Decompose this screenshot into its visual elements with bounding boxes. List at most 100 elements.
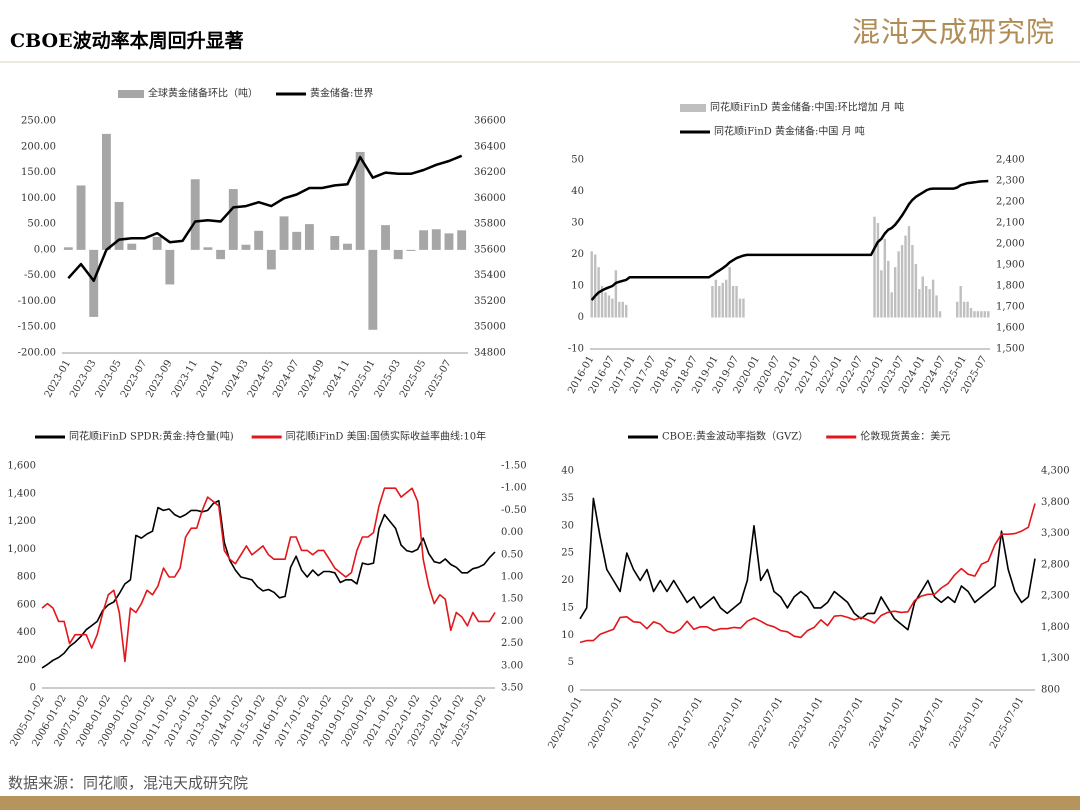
y-tick-label: -10 xyxy=(568,344,584,355)
bar xyxy=(738,298,742,318)
y-tick-label: 25 xyxy=(561,548,574,559)
y2-tick-label: 0.00 xyxy=(501,527,523,538)
y2-tick-label: 36000 xyxy=(474,193,506,204)
bar xyxy=(880,270,883,318)
y2-tick-label: 36400 xyxy=(474,141,506,152)
legend-label: CBOE:黄金波动率指数（GVZ） xyxy=(662,430,808,443)
bar xyxy=(873,216,876,318)
bar xyxy=(728,267,731,318)
bar xyxy=(254,230,264,250)
bar xyxy=(887,260,890,318)
bar xyxy=(368,249,378,330)
bar xyxy=(976,311,980,318)
y-tick-label: 1,200 xyxy=(7,516,36,527)
bar xyxy=(63,247,73,250)
y-tick-label: 0 xyxy=(568,685,574,696)
bar xyxy=(911,245,914,318)
bar xyxy=(956,301,959,318)
bar xyxy=(76,185,86,250)
bar xyxy=(918,289,921,318)
page-title: CBOE波动率本周回升显著 xyxy=(10,29,244,52)
x-tick-label: 2021-01-01 xyxy=(627,695,665,750)
logo: 混沌天成研究院 xyxy=(852,16,1055,49)
legend-label: 同花顺iFinD 美国:国债实际收益率曲线:10年 xyxy=(286,430,486,443)
legend-label: 全球黄金储备环比（吨） xyxy=(148,87,258,100)
bar xyxy=(735,286,738,318)
y-tick-label: 1,000 xyxy=(7,544,36,555)
y2-tick-label: 1,900 xyxy=(996,260,1025,271)
series-line xyxy=(579,497,1036,631)
y2-tick-label: 1,500 xyxy=(996,344,1025,355)
bar xyxy=(925,286,928,318)
bar xyxy=(618,301,621,318)
bar xyxy=(101,133,111,250)
bar xyxy=(621,301,624,318)
y-tick-label: 5 xyxy=(568,657,574,668)
bar xyxy=(593,254,597,318)
bar xyxy=(928,289,931,318)
bar xyxy=(152,237,162,250)
y2-tick-label: 4,300 xyxy=(1041,466,1070,477)
bar xyxy=(721,282,724,318)
bar xyxy=(931,279,935,318)
x-tick-label: 2020-07-01 xyxy=(587,695,625,750)
bar xyxy=(607,295,611,318)
y2-tick-label: 2,100 xyxy=(996,218,1025,229)
y2-tick-label: -1.00 xyxy=(501,483,527,494)
bar xyxy=(355,151,365,250)
bar xyxy=(431,229,441,250)
y-tick-label: -100.00 xyxy=(18,296,56,307)
y2-tick-label: 1.00 xyxy=(501,572,523,583)
x-tick-label: 2025-07 xyxy=(423,358,453,399)
legend-label: 同花顺iFinD 黄金储备:中国 月 吨 xyxy=(714,125,865,138)
y2-tick-label: 34800 xyxy=(474,348,506,359)
bar xyxy=(973,311,976,318)
bar xyxy=(711,286,714,318)
bar xyxy=(983,311,987,318)
bar xyxy=(241,244,251,250)
y-tick-label: 0 xyxy=(30,683,36,694)
bar xyxy=(604,292,607,318)
y-tick-label: -150.00 xyxy=(18,322,56,333)
bar xyxy=(907,226,911,318)
x-tick-label: 2024-07-01 xyxy=(908,695,946,750)
y-tick-label: 40 xyxy=(571,186,584,197)
y-tick-label: 20 xyxy=(561,575,574,586)
x-tick-label: 2022-01-01 xyxy=(707,695,745,750)
y2-tick-label: 1.50 xyxy=(501,594,523,605)
y-tick-label: 50.00 xyxy=(27,219,56,230)
bar xyxy=(935,295,938,318)
bar xyxy=(725,279,728,318)
bar xyxy=(406,249,416,251)
y2-tick-label: 1,600 xyxy=(996,323,1025,334)
y-tick-label: 35 xyxy=(561,493,574,504)
x-tick-label: 2025-07-01 xyxy=(988,695,1026,750)
y2-tick-label: 1,700 xyxy=(996,302,1025,313)
y-tick-label: 400 xyxy=(17,627,36,638)
bar xyxy=(883,238,887,318)
y2-tick-label: 3,800 xyxy=(1041,497,1070,508)
y2-tick-label: 1,300 xyxy=(1041,653,1070,664)
bar xyxy=(938,311,942,318)
y-tick-label: 100.00 xyxy=(21,193,56,204)
y2-tick-label: 35400 xyxy=(474,270,506,281)
bar xyxy=(600,286,604,318)
y2-tick-label: 36600 xyxy=(474,116,506,127)
bar xyxy=(718,286,721,318)
bar xyxy=(742,298,745,318)
y-tick-label: 10 xyxy=(561,630,574,641)
legend-label: 同花顺iFinD 黄金储备:中国:环比增加 月 吨 xyxy=(710,101,904,114)
y2-tick-label: 0.50 xyxy=(501,549,523,560)
legend-label: 同花顺iFinD SPDR:黄金:持仓量(吨) xyxy=(69,430,234,443)
y2-tick-label: 3.00 xyxy=(501,660,523,671)
y2-tick-label: 2,800 xyxy=(1041,559,1070,570)
y-tick-label: 200.00 xyxy=(21,141,56,152)
bar xyxy=(203,247,213,250)
bar xyxy=(304,224,314,250)
y2-tick-label: 35000 xyxy=(474,322,506,333)
y2-tick-label: 2,000 xyxy=(996,239,1025,250)
bar xyxy=(228,189,238,250)
bar xyxy=(897,251,900,318)
y2-tick-label: -0.50 xyxy=(501,505,527,516)
